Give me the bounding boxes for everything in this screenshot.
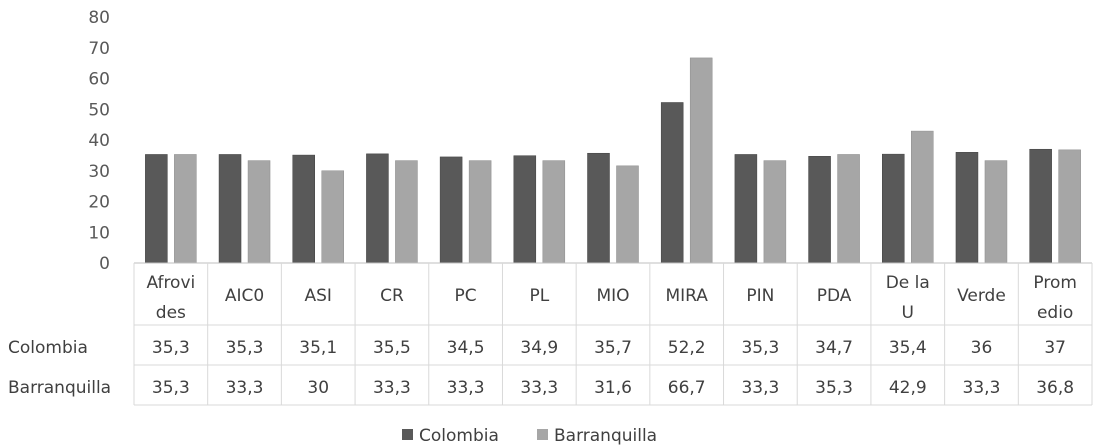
bars	[145, 58, 1080, 263]
bar-colombia	[145, 154, 167, 263]
table-cell: 35,3	[815, 378, 853, 398]
table-cell: 33,3	[373, 378, 411, 398]
bar-barranquilla	[838, 154, 860, 263]
bar-colombia	[219, 154, 241, 263]
bar-barranquilla	[322, 171, 344, 263]
bar-barranquilla	[985, 161, 1007, 263]
y-tick-label: 10	[88, 223, 110, 243]
bar-barranquilla	[617, 166, 639, 263]
table-cell: 30	[307, 378, 329, 398]
table-cell: 35,3	[741, 338, 779, 358]
bar-barranquilla	[248, 161, 270, 263]
y-tick-label: 20	[88, 193, 110, 213]
y-tick-label: 80	[88, 8, 110, 28]
category-label: Prom edio	[1033, 273, 1077, 323]
bar-barranquilla	[543, 161, 565, 263]
bar-colombia	[440, 157, 462, 263]
bar-colombia	[514, 156, 536, 263]
table-cell: 35,1	[299, 338, 337, 358]
y-axis: 0 10 20 30 40 50 60 70 80	[88, 8, 110, 274]
table-cell: 35,7	[594, 338, 632, 358]
y-tick-label: 40	[88, 131, 110, 151]
bar-barranquilla	[1059, 150, 1081, 263]
category-label: ASI	[305, 286, 332, 306]
y-tick-label: 60	[88, 70, 110, 90]
bar-barranquilla	[690, 58, 712, 263]
category-label: PDA	[817, 286, 852, 306]
category-label: MIRA	[665, 286, 708, 306]
legend: Colombia Barranquilla	[402, 426, 657, 446]
table-cell: 36,8	[1036, 378, 1074, 398]
category-label: PIN	[746, 286, 774, 306]
table-cell: 34,9	[520, 338, 558, 358]
category-label: AIC0	[225, 286, 264, 306]
category-label: CR	[380, 286, 404, 306]
category-label: PL	[529, 286, 549, 306]
table-cell: 36	[971, 338, 993, 358]
table-row-label-barranquilla: Barranquilla	[8, 378, 111, 398]
table-cell: 33,3	[741, 378, 779, 398]
bar-barranquilla	[469, 161, 491, 263]
bar-colombia	[1030, 149, 1052, 263]
bar-colombia	[366, 154, 388, 263]
bar-colombia	[661, 102, 683, 263]
bar-barranquilla	[764, 161, 786, 263]
y-tick-label: 70	[88, 39, 110, 59]
table-cell: 33,3	[963, 378, 1001, 398]
data-table: Afrovi des AIC0 ASI CR PC PL MIO MIRA PIN PDA De la…	[8, 263, 1092, 405]
category-label: Verde	[957, 286, 1006, 306]
category-label: Afrovi des	[146, 273, 195, 323]
table-cell: 33,3	[520, 378, 558, 398]
table-cell: 37	[1044, 338, 1066, 358]
category-label: De la U	[886, 273, 930, 323]
bar-colombia	[588, 153, 610, 263]
bar-barranquilla	[911, 131, 933, 263]
bar-colombia	[293, 155, 315, 263]
legend-label-colombia: Colombia	[419, 426, 499, 446]
y-tick-label: 50	[88, 100, 110, 120]
bar-barranquilla	[395, 161, 417, 263]
bar-colombia	[882, 154, 904, 263]
table-cell: 35,3	[152, 378, 190, 398]
bar-colombia	[956, 152, 978, 263]
table-cell: 35,3	[152, 338, 190, 358]
y-tick-label: 30	[88, 162, 110, 182]
table-cell: 35,3	[226, 338, 264, 358]
legend-swatch-barranquilla	[537, 429, 548, 440]
category-label: MIO	[596, 286, 629, 306]
table-cell: 66,7	[668, 378, 706, 398]
table-cell: 34,7	[815, 338, 853, 358]
legend-label-barranquilla: Barranquilla	[554, 426, 657, 446]
table-cell: 31,6	[594, 378, 632, 398]
table-cell: 35,4	[889, 338, 927, 358]
table-cell: 42,9	[889, 378, 927, 398]
table-cell: 33,3	[447, 378, 485, 398]
y-tick-label: 0	[99, 254, 110, 274]
legend-swatch-colombia	[402, 429, 413, 440]
table-cell: 35,5	[373, 338, 411, 358]
bar-barranquilla	[174, 154, 196, 263]
table-cell: 52,2	[668, 338, 706, 358]
table-cell: 33,3	[226, 378, 264, 398]
table-cell: 34,5	[447, 338, 485, 358]
bar-colombia	[809, 156, 831, 263]
bar-colombia	[735, 154, 757, 263]
category-label: PC	[455, 286, 477, 306]
table-row-label-colombia: Colombia	[8, 338, 88, 358]
